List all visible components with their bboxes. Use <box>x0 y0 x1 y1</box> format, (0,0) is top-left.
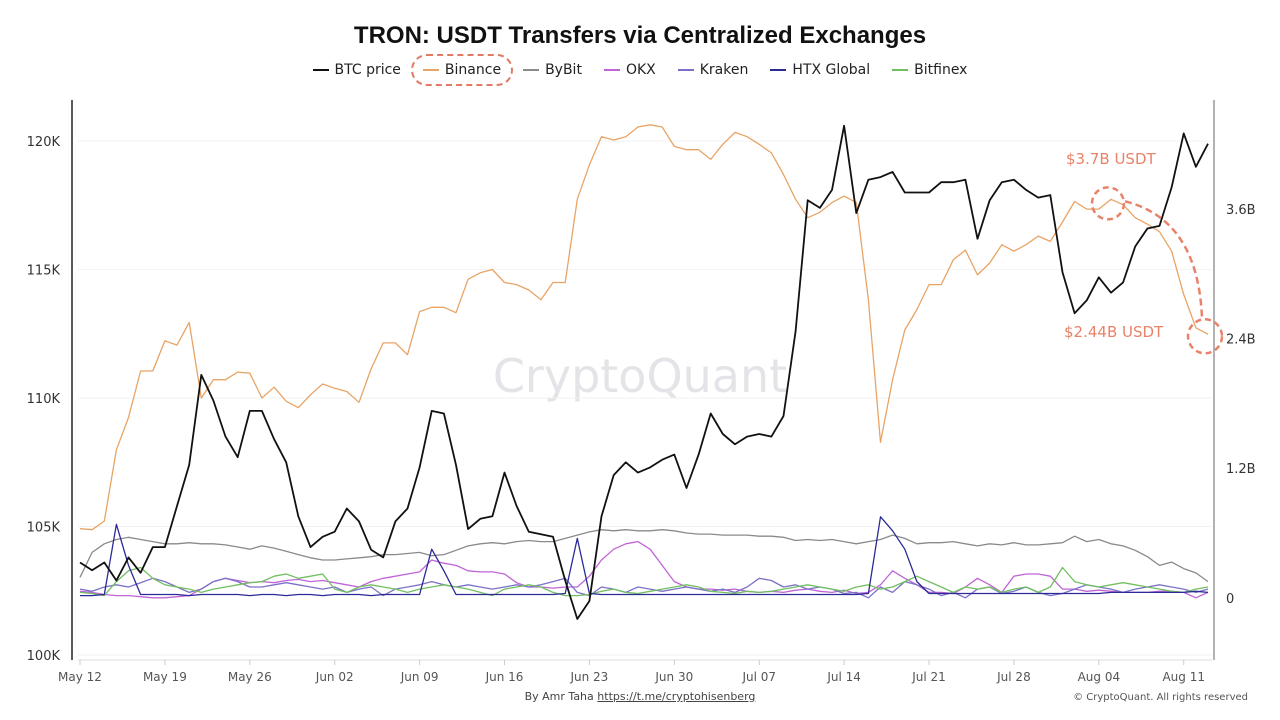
y-left-tick-label: 105K <box>27 521 61 536</box>
x-tick-label: Aug 11 <box>1162 670 1205 684</box>
series-line-btc-price <box>79 124 1209 620</box>
author-link[interactable]: https://t.me/cryptohisenberg <box>597 690 756 703</box>
x-tick-label: Jul 07 <box>741 670 776 684</box>
watermark: CryptoQuant <box>493 349 787 403</box>
annotation-circle-peak <box>1090 186 1126 221</box>
series-line-htx-global <box>80 516 1209 597</box>
legend-item-binance[interactable]: Binance <box>410 54 514 86</box>
legend-label: HTX Global <box>792 62 871 78</box>
x-tick-label: May 26 <box>228 670 272 684</box>
legend-swatch <box>770 69 787 71</box>
legend-swatch <box>312 69 329 71</box>
legend-label: BTC price <box>334 62 401 78</box>
x-tick-label: Jun 23 <box>569 670 608 684</box>
legend-swatch <box>523 69 540 71</box>
legend-label: ByBit <box>545 62 582 78</box>
legend-item-btc-price[interactable]: BTC price <box>312 62 401 78</box>
legend-item-kraken[interactable]: Kraken <box>677 62 749 78</box>
legend-label: Bitfinex <box>914 62 968 78</box>
x-tick-label: Jul 14 <box>826 670 861 684</box>
x-tick-label: May 12 <box>58 670 102 684</box>
x-tick-label: Jun 02 <box>315 670 354 684</box>
y-right-tick-label: 0 <box>1226 592 1234 607</box>
y-right-tick-label: 3.6B <box>1226 203 1256 218</box>
legend-swatch <box>892 69 909 71</box>
annotation-current: $2.44B USDT <box>1064 323 1164 341</box>
series-line-okx <box>79 540 1209 599</box>
y-right-tick-label: 1.2B <box>1226 462 1256 477</box>
legend-label: OKX <box>625 62 656 78</box>
y-left-tick-label: 120K <box>27 135 61 150</box>
footer-credit: By Amr Taha https://t.me/cryptohisenberg <box>0 690 1280 703</box>
y-left-tick-label: 100K <box>27 649 61 664</box>
x-tick-label: Jul 28 <box>996 670 1031 684</box>
x-tick-label: Aug 04 <box>1078 670 1121 684</box>
series-line-bybit <box>79 529 1209 583</box>
x-tick-label: Jun 16 <box>485 670 524 684</box>
chart-title: TRON: USDT Transfers via Centralized Exc… <box>353 22 927 49</box>
legend: BTC price Binance ByBit OKX Kraken HTX Global… <box>0 54 1280 86</box>
copyright: © CryptoQuant. All rights reserved <box>1073 692 1248 703</box>
annotation-circle-current <box>1186 318 1224 355</box>
annotation-arrow <box>1124 200 1204 319</box>
x-tick-label: Jul 21 <box>911 670 946 684</box>
legend-swatch <box>603 69 620 71</box>
y-right-tick-label: 2.4B <box>1226 333 1256 348</box>
series-line-binance <box>79 124 1209 531</box>
legend-swatch <box>677 69 694 71</box>
x-tick-label: Jun 30 <box>654 670 693 684</box>
x-tick-label: Jun 09 <box>400 670 439 684</box>
x-tick-label: May 19 <box>143 670 187 684</box>
series-line-bitfinex <box>79 566 1209 597</box>
annotation-peak: $3.7B USDT <box>1066 150 1156 168</box>
author: By Amr Taha <box>524 690 594 703</box>
y-left-tick-label: 115K <box>27 264 61 279</box>
legend-item-bybit[interactable]: ByBit <box>523 62 582 78</box>
series-line-kraken <box>79 577 1209 599</box>
legend-label: Kraken <box>699 62 749 78</box>
legend-item-bitfinex[interactable]: Bitfinex <box>892 62 967 78</box>
y-left-tick-label: 110K <box>27 392 61 407</box>
legend-item-okx[interactable]: OKX <box>603 62 656 78</box>
legend-item-htx-global[interactable]: HTX Global <box>770 62 870 78</box>
